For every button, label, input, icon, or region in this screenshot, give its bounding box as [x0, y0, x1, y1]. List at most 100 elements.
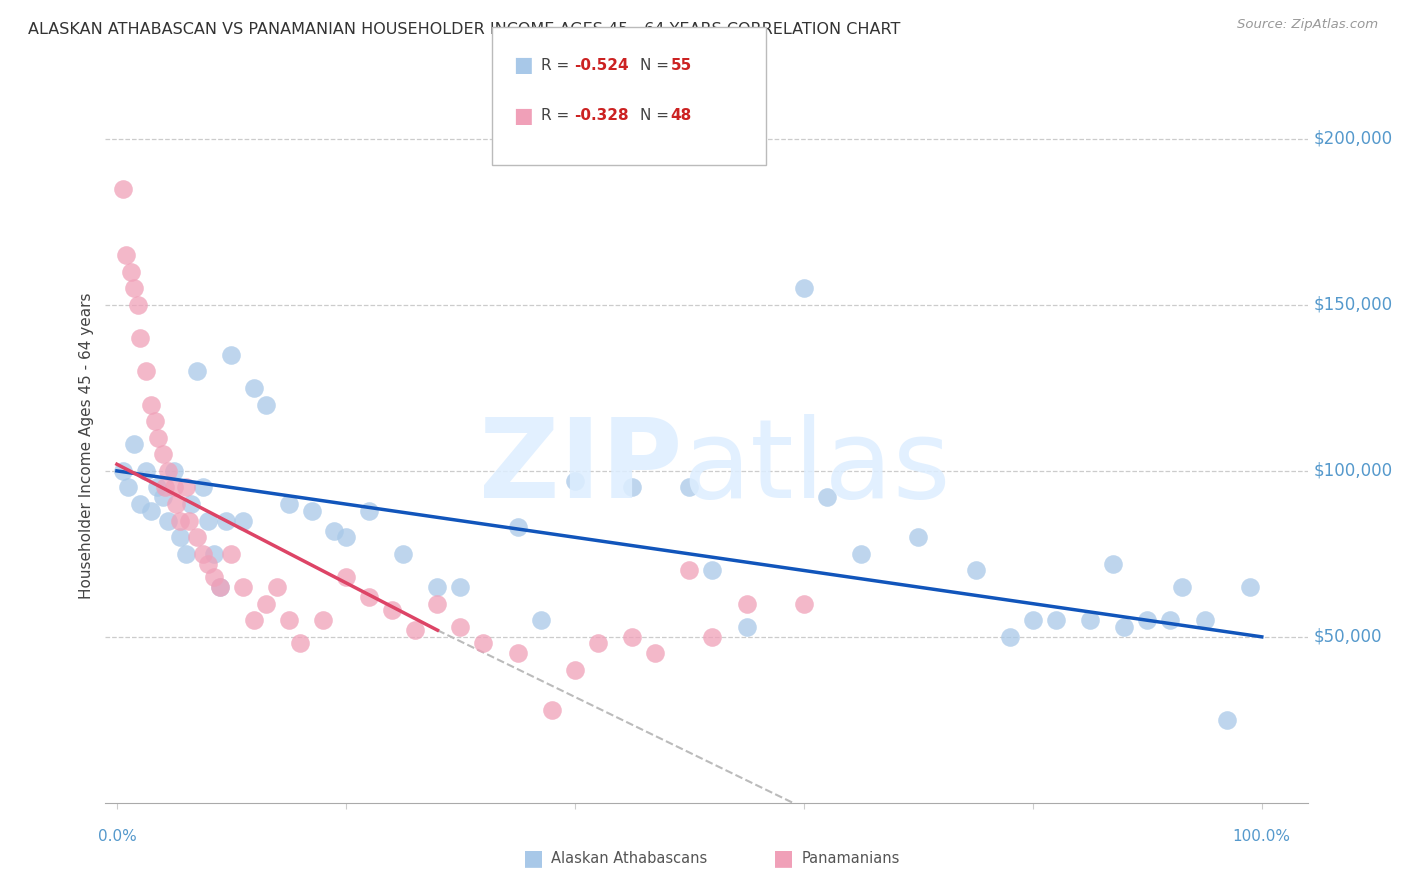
Point: [180, 497, 202, 511]
Point: [1114, 620, 1136, 634]
Point: [243, 381, 266, 395]
Point: [117, 481, 139, 495]
Point: [288, 636, 311, 650]
Point: [392, 547, 415, 561]
Point: [146, 481, 169, 495]
Text: N =: N =: [640, 58, 673, 72]
Point: [127, 298, 149, 312]
Point: [472, 636, 495, 650]
Text: R =: R =: [541, 58, 575, 72]
Point: [153, 481, 176, 495]
Point: [1239, 580, 1261, 594]
Point: [266, 580, 288, 594]
Point: [177, 514, 200, 528]
Point: [426, 580, 449, 594]
Point: [1045, 613, 1067, 627]
Point: [301, 504, 323, 518]
Point: [152, 491, 174, 505]
Text: 0.0%: 0.0%: [97, 830, 136, 845]
Point: [120, 265, 142, 279]
Point: [449, 620, 471, 634]
Point: [141, 397, 163, 411]
Point: [815, 491, 838, 505]
Point: [163, 481, 186, 495]
Point: [541, 703, 564, 717]
Point: [208, 580, 231, 594]
Point: [1159, 613, 1181, 627]
Point: [735, 620, 758, 634]
Point: [115, 248, 138, 262]
Point: [357, 590, 380, 604]
Text: ■: ■: [513, 106, 533, 126]
Point: [678, 564, 700, 578]
Point: [644, 647, 666, 661]
Point: [702, 564, 724, 578]
Point: [621, 481, 644, 495]
Point: [678, 481, 700, 495]
Point: [152, 447, 174, 461]
Text: -0.328: -0.328: [574, 109, 628, 123]
Text: 48: 48: [671, 109, 692, 123]
Point: [564, 474, 586, 488]
Point: [793, 281, 815, 295]
Point: [169, 514, 191, 528]
Point: [506, 647, 529, 661]
Point: [323, 524, 346, 538]
Point: [1170, 580, 1192, 594]
Point: [357, 504, 380, 518]
Point: [165, 497, 187, 511]
Point: [174, 481, 197, 495]
Point: [174, 547, 197, 561]
Point: [135, 464, 156, 478]
Point: [254, 597, 277, 611]
Text: Source: ZipAtlas.com: Source: ZipAtlas.com: [1237, 18, 1378, 31]
Point: [157, 514, 180, 528]
Point: [191, 481, 214, 495]
Point: [135, 364, 156, 378]
Point: [243, 613, 266, 627]
Text: -0.524: -0.524: [574, 58, 628, 72]
Point: [907, 530, 929, 544]
Text: Alaskan Athabascans: Alaskan Athabascans: [551, 851, 707, 865]
Text: $100,000: $100,000: [1313, 462, 1392, 480]
Point: [208, 580, 231, 594]
Point: [449, 580, 471, 594]
Point: [221, 348, 243, 362]
Point: [141, 504, 163, 518]
Point: [186, 530, 208, 544]
Point: [232, 580, 254, 594]
Point: [381, 603, 404, 617]
Point: [202, 570, 225, 584]
Text: ALASKAN ATHABASCAN VS PANAMANIAN HOUSEHOLDER INCOME AGES 45 - 64 YEARS CORRELATI: ALASKAN ATHABASCAN VS PANAMANIAN HOUSEHO…: [28, 22, 900, 37]
Text: R =: R =: [541, 109, 575, 123]
Point: [1078, 613, 1101, 627]
Point: [735, 597, 758, 611]
Point: [111, 464, 134, 478]
Point: [221, 547, 243, 561]
Point: [998, 630, 1021, 644]
Point: [128, 497, 150, 511]
Point: [849, 547, 872, 561]
Point: [793, 597, 815, 611]
Point: [214, 514, 236, 528]
Point: [564, 663, 586, 677]
Point: [169, 530, 191, 544]
Point: [277, 613, 299, 627]
Point: [163, 464, 186, 478]
Point: [197, 514, 219, 528]
Point: [254, 397, 277, 411]
Text: 100.0%: 100.0%: [1233, 830, 1291, 845]
Point: [186, 364, 208, 378]
Point: [122, 437, 145, 451]
Text: $50,000: $50,000: [1313, 628, 1382, 646]
Text: ■: ■: [773, 848, 794, 868]
Point: [335, 570, 357, 584]
Point: [506, 520, 529, 534]
Point: [277, 497, 299, 511]
Point: [157, 464, 180, 478]
Point: [965, 564, 987, 578]
Text: Panamanians: Panamanians: [801, 851, 900, 865]
Point: [111, 182, 134, 196]
Point: [122, 281, 145, 295]
Y-axis label: Householder Income Ages 45 - 64 years: Householder Income Ages 45 - 64 years: [79, 293, 94, 599]
